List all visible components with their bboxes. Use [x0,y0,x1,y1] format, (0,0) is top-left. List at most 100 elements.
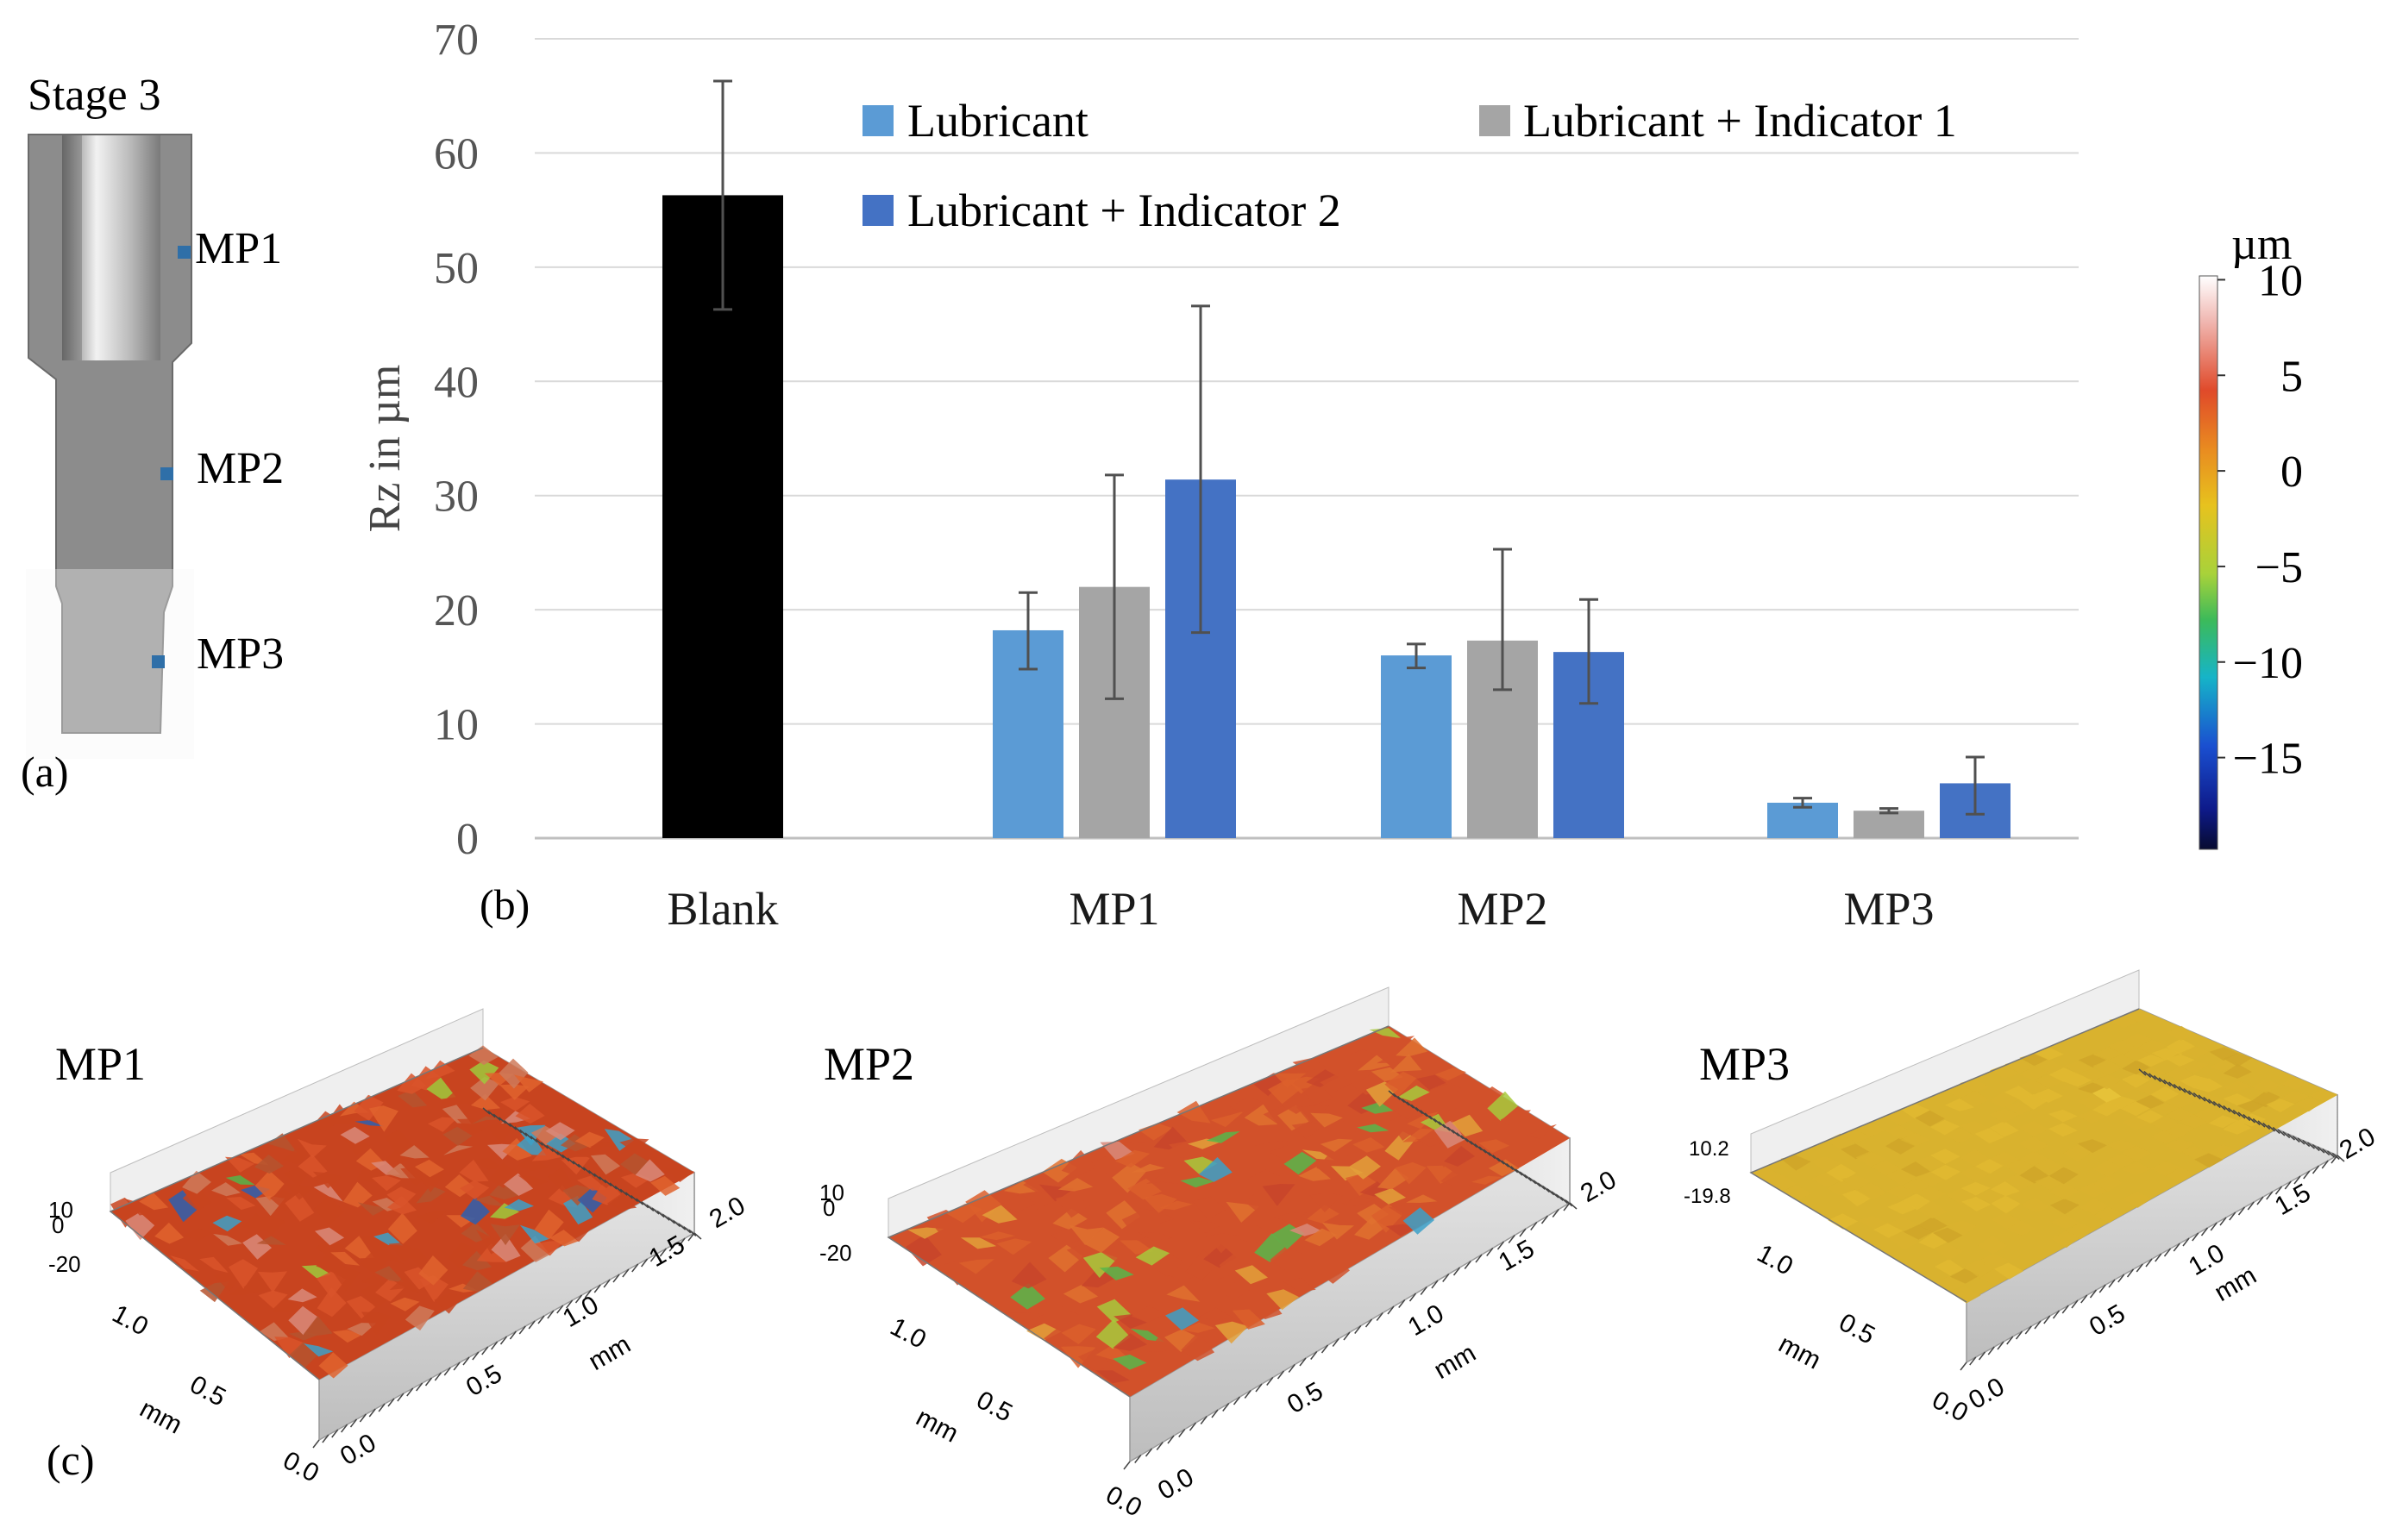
axis-tick [566,1299,574,1309]
surface-patch [1026,1323,1062,1341]
axis-tick [1402,1099,1410,1106]
left-axis-unit: mm [912,1403,963,1449]
surface-patch [1989,1091,2019,1109]
axis-tick [1442,1274,1450,1282]
surface-patch [1130,1328,1164,1343]
y-tick-label: 20 [434,586,479,635]
surface-patch [1348,1155,1381,1180]
surface-patch [1978,1236,2008,1255]
legend-label-indicator-2: Lubricant + Indicator 2 [907,185,1341,236]
surface-patch [2136,1039,2167,1055]
surface-patch [2223,1119,2252,1135]
y-tick-label: 50 [434,244,479,293]
surface-patch [1099,1266,1134,1280]
surface-patch [2166,1038,2196,1055]
surface-patch [1933,1227,1963,1243]
axis-tick [1508,1235,1515,1243]
axis-tick [349,1418,358,1428]
surface-patch [606,1193,637,1210]
axis-tick [1551,1191,1559,1199]
surface-patch [1989,1121,2019,1137]
surface-patch [1127,1178,1162,1200]
surface-patch [1780,1155,1811,1171]
surface-patch [1916,1155,1946,1171]
surface-patch [1289,1224,1322,1236]
surface-patch [2208,1115,2237,1129]
surface-patch [1219,1251,1252,1283]
axis-tick [1565,1199,1573,1207]
surface-patch [2079,1182,2109,1198]
surface-patch [389,1276,419,1293]
surface-patch [1885,1125,1916,1140]
axis-tick [2292,1135,2300,1143]
axis-tick [2173,1243,2180,1252]
surface-patch [531,1146,561,1161]
surface-patch [1057,1178,1094,1192]
surface-patch [2106,1096,2136,1110]
axis-tick [678,1237,686,1247]
axis-tick [462,1356,470,1366]
axis-tick [2337,1155,2345,1162]
axis-tick [2052,1310,2061,1319]
surface-patch [1182,1322,1215,1333]
axis-tick [1492,1155,1501,1162]
surface-patch [1855,1151,1886,1168]
surface-patch [1291,1122,1325,1139]
surface-patch [2077,1110,2107,1124]
axis-tick [537,1315,545,1324]
surface-patch [535,1240,565,1256]
axis-tick [1978,1351,1986,1361]
surface-patch [441,1090,471,1105]
surface-patch [996,1238,1032,1255]
axis-tick [498,1117,506,1124]
surface-patch [500,1096,530,1111]
surface-patch [504,1173,534,1196]
axis-tick [2080,1294,2088,1304]
surface-patch [1989,1108,2019,1124]
axis-tick [2145,1258,2153,1268]
axis-tick [524,1132,533,1140]
surface-patch [405,1305,435,1330]
surface-patch [1010,1283,1045,1310]
surface-patch [368,1105,398,1132]
surface-patch [2165,1079,2194,1094]
surface-patch [1115,1149,1151,1168]
surface-patch [2251,1079,2280,1093]
axis-tick [1266,1377,1274,1386]
surface-patch [1283,1278,1316,1293]
surface-patch [386,1186,417,1208]
axis-tick [1528,1177,1537,1185]
surface-patch [2092,1174,2123,1193]
axis-tick [2247,1201,2255,1211]
surface-patch [125,1212,155,1241]
right-axis-tick-label: 0.0 [1153,1463,1199,1506]
surface-patch [1841,1175,1872,1192]
axis-tick [1277,1370,1285,1380]
surface-patch [1917,1217,1948,1233]
surface-patch [1009,1312,1044,1323]
surface-patch [2063,1061,2093,1074]
surface-patch [2150,1102,2180,1115]
surface-patch [1916,1171,1946,1187]
axis-tick [1415,1106,1423,1115]
surface-patch [468,1045,499,1065]
axis-tick [2198,1094,2206,1102]
surface-patch [2004,1159,2035,1176]
left-axis-tick-label: 1.0 [108,1299,153,1342]
axis-tick [331,1429,339,1438]
surface-patch [225,1175,255,1186]
surface-patch [1113,1354,1147,1370]
surface-patch [2123,1010,2154,1023]
surface-patch [1887,1218,1918,1231]
surface-patch [170,1255,200,1272]
surface-patch [418,1255,449,1286]
axis-tick [1997,1341,2004,1350]
surface-patch [303,1316,333,1336]
surface-patch [426,1077,456,1099]
surface-patch [1961,1196,1992,1211]
axis-tick [561,1154,570,1161]
surface-patch [470,1076,500,1101]
stage-title: Stage 3 [28,71,161,120]
surface-patch [2077,1095,2107,1111]
surface-patch [298,1155,328,1178]
